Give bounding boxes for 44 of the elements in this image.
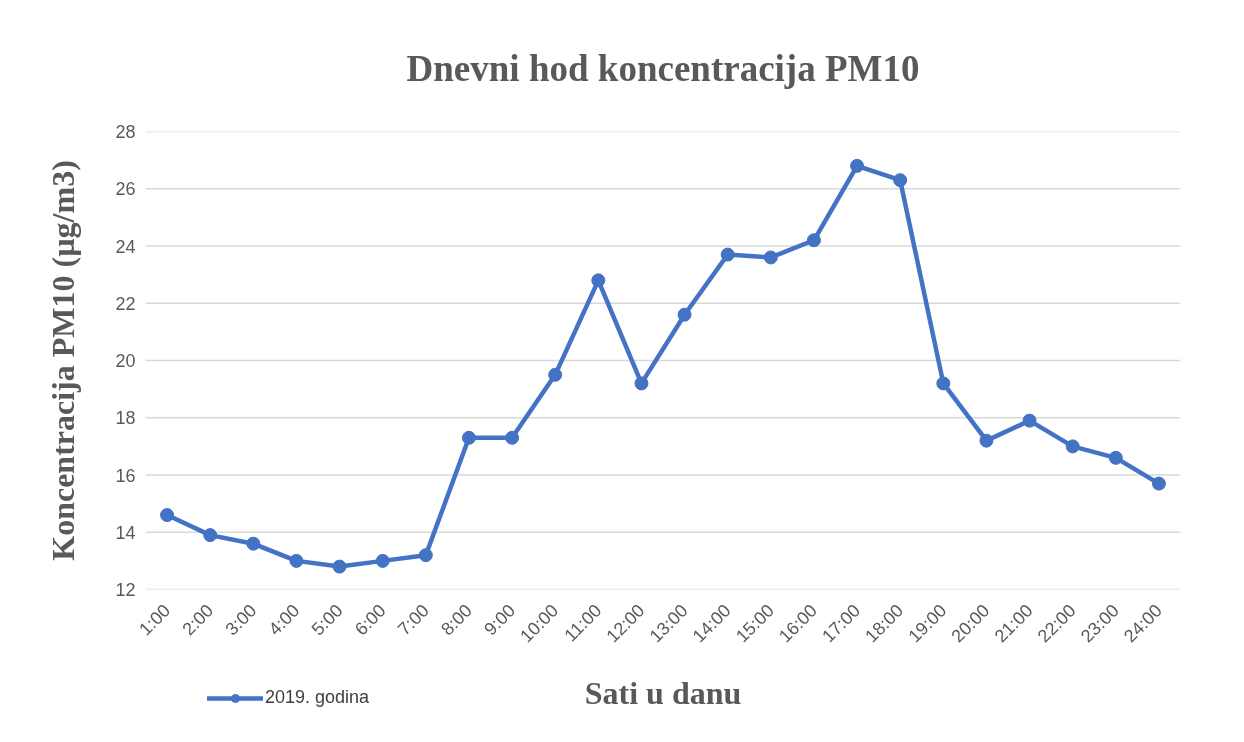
point (1108, 450, 1123, 465)
point (418, 548, 433, 563)
y-tick-label: 26 (115, 179, 136, 200)
point (677, 307, 692, 322)
point (461, 430, 476, 445)
point (763, 250, 778, 265)
y-tick-label: 24 (115, 236, 136, 257)
y-axis-title: Koncentracija PM10 (µg/m3) (45, 160, 82, 561)
x-tick-label: 9:00 (480, 600, 520, 640)
chart-title: Dnevni hod koncentracija PM10 (406, 47, 920, 89)
point (936, 376, 951, 391)
point (1151, 476, 1166, 491)
point (203, 528, 218, 543)
x-tick-label: 4:00 (264, 600, 304, 640)
point (979, 433, 994, 448)
y-tick-label: 18 (115, 408, 136, 429)
point (806, 233, 821, 248)
x-tick-label: 7:00 (393, 600, 433, 640)
point (720, 247, 735, 262)
point (1065, 439, 1080, 454)
x-axis-title: Sati u danu (584, 674, 742, 711)
point (505, 430, 520, 445)
point (634, 376, 649, 391)
x-tick-label: 6:00 (350, 600, 390, 640)
y-tick-label: 22 (115, 293, 136, 314)
point (246, 536, 261, 551)
x-tick-label: 8:00 (437, 600, 477, 640)
y-tick-label: 16 (115, 465, 136, 486)
y-tick-label: 12 (115, 580, 136, 600)
point (591, 273, 606, 288)
y-tick-label: 28 (115, 122, 136, 142)
point (289, 553, 304, 568)
x-tick-label: 5:00 (307, 600, 347, 640)
point (893, 173, 908, 188)
point (548, 367, 563, 382)
point (332, 559, 347, 574)
point (375, 553, 390, 568)
point (1022, 413, 1037, 428)
x-tick-label: 3:00 (221, 600, 261, 640)
point (850, 158, 865, 173)
legend-label: 2019. godina (265, 687, 370, 708)
point (160, 508, 175, 523)
y-tick-label: 20 (115, 351, 136, 371)
y-tick-label: 14 (115, 522, 136, 543)
